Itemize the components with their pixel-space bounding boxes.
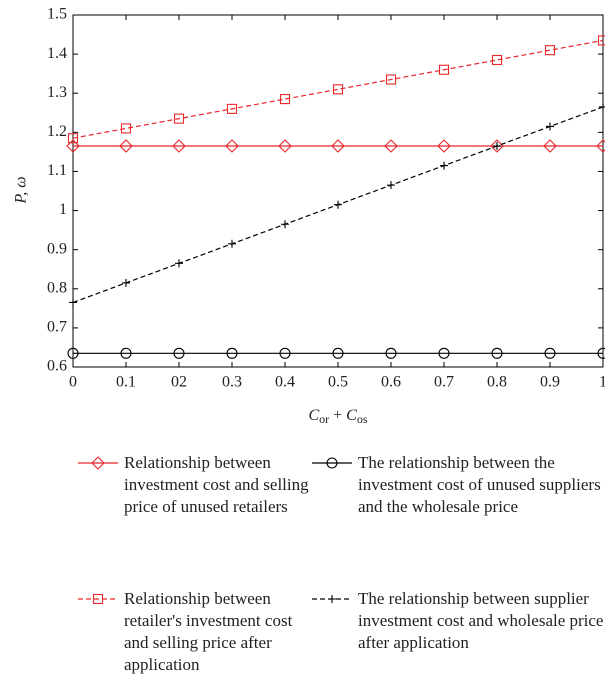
x-axis-label: Cor + Cos (308, 407, 367, 426)
marker (173, 113, 185, 124)
marker (66, 139, 80, 153)
marker (281, 220, 289, 229)
marker (173, 347, 185, 359)
y-tick-label: 0.8 (47, 279, 67, 296)
x-tick-label: 0.6 (381, 374, 401, 391)
x-tick-label: 0.7 (434, 374, 454, 391)
y-tick-label: 0.9 (47, 240, 67, 257)
x-tick-label: 0.3 (222, 374, 242, 391)
marker (438, 347, 450, 359)
y-tick-label: 0.6 (47, 358, 67, 375)
x-tick-label: 0 (69, 374, 77, 391)
marker (332, 84, 344, 95)
marker (599, 102, 605, 111)
marker (491, 54, 503, 66)
marker (226, 103, 238, 114)
marker (332, 347, 344, 359)
chart: P, ω Cor + Cos 0.6 0.7 0.8 0.9 1 1.1 1.2 1.3 1.4… (13, 6, 605, 426)
marker (543, 139, 557, 153)
marker (326, 457, 338, 469)
legend-label: Relationship between retailer's investme… (124, 589, 293, 674)
marker (331, 139, 345, 153)
legend-entry: The relationship between the investment … (312, 452, 605, 518)
x-tick-label: 1 (599, 374, 605, 391)
marker (92, 593, 104, 605)
y-tick-label: 1.4 (47, 45, 67, 62)
x-tick-label: 0.5 (328, 374, 348, 391)
legend-label: The relationship between supplier invest… (358, 589, 604, 652)
marker (328, 595, 336, 603)
x-tick-label: 02 (171, 374, 187, 391)
marker (228, 239, 236, 248)
x-tick-label: 0.9 (540, 374, 560, 391)
marker (544, 45, 556, 56)
x-tick-label: 0.4 (275, 374, 295, 391)
marker (438, 64, 450, 75)
marker (119, 139, 133, 153)
x-tick-label: 0.1 (116, 374, 136, 391)
marker (175, 259, 183, 268)
legend-label: Relationship between investment cost and… (124, 453, 309, 516)
marker (387, 181, 395, 190)
marker (226, 347, 238, 359)
marker (91, 456, 105, 470)
marker (69, 298, 77, 307)
legend-swatch (312, 457, 352, 469)
plot-frame (72, 14, 604, 368)
marker (120, 123, 132, 134)
marker (67, 133, 79, 144)
marker (279, 94, 291, 105)
marker (279, 347, 291, 359)
legend-swatch (78, 593, 118, 605)
marker (544, 347, 556, 359)
y-tick-label: 1.3 (47, 84, 67, 101)
y-tick-label: 1.2 (47, 123, 67, 140)
marker (385, 347, 397, 359)
marker (596, 139, 605, 153)
legend-label: The relationship between the investment … (358, 453, 601, 516)
marker (172, 139, 186, 153)
y-tick-label: 0.7 (47, 319, 67, 336)
marker (491, 347, 503, 359)
y-tick-label: 1.5 (47, 6, 67, 23)
y-axis-label: P, ω (13, 176, 30, 204)
marker (597, 35, 605, 46)
marker (385, 74, 397, 85)
legend-swatch (312, 595, 352, 603)
marker (122, 278, 130, 287)
y-tick-label: 1.1 (47, 162, 67, 179)
marker (278, 139, 292, 153)
marker (384, 139, 398, 153)
legend-entry: The relationship between supplier invest… (312, 588, 605, 654)
marker (334, 200, 342, 209)
marker (493, 142, 501, 151)
legend-entry: Relationship between retailer's investme… (78, 588, 310, 676)
marker (225, 139, 239, 153)
marker (597, 347, 605, 359)
legend-entry: Relationship between investment cost and… (78, 452, 310, 518)
marker (437, 139, 451, 153)
marker (546, 122, 554, 131)
marker (120, 347, 132, 359)
series-line (72, 39, 604, 139)
marker (67, 347, 79, 359)
marker (440, 161, 448, 170)
y-tick-label: 1 (59, 201, 67, 218)
x-tick-label: 0.8 (487, 374, 507, 391)
legend-swatch (78, 456, 118, 470)
